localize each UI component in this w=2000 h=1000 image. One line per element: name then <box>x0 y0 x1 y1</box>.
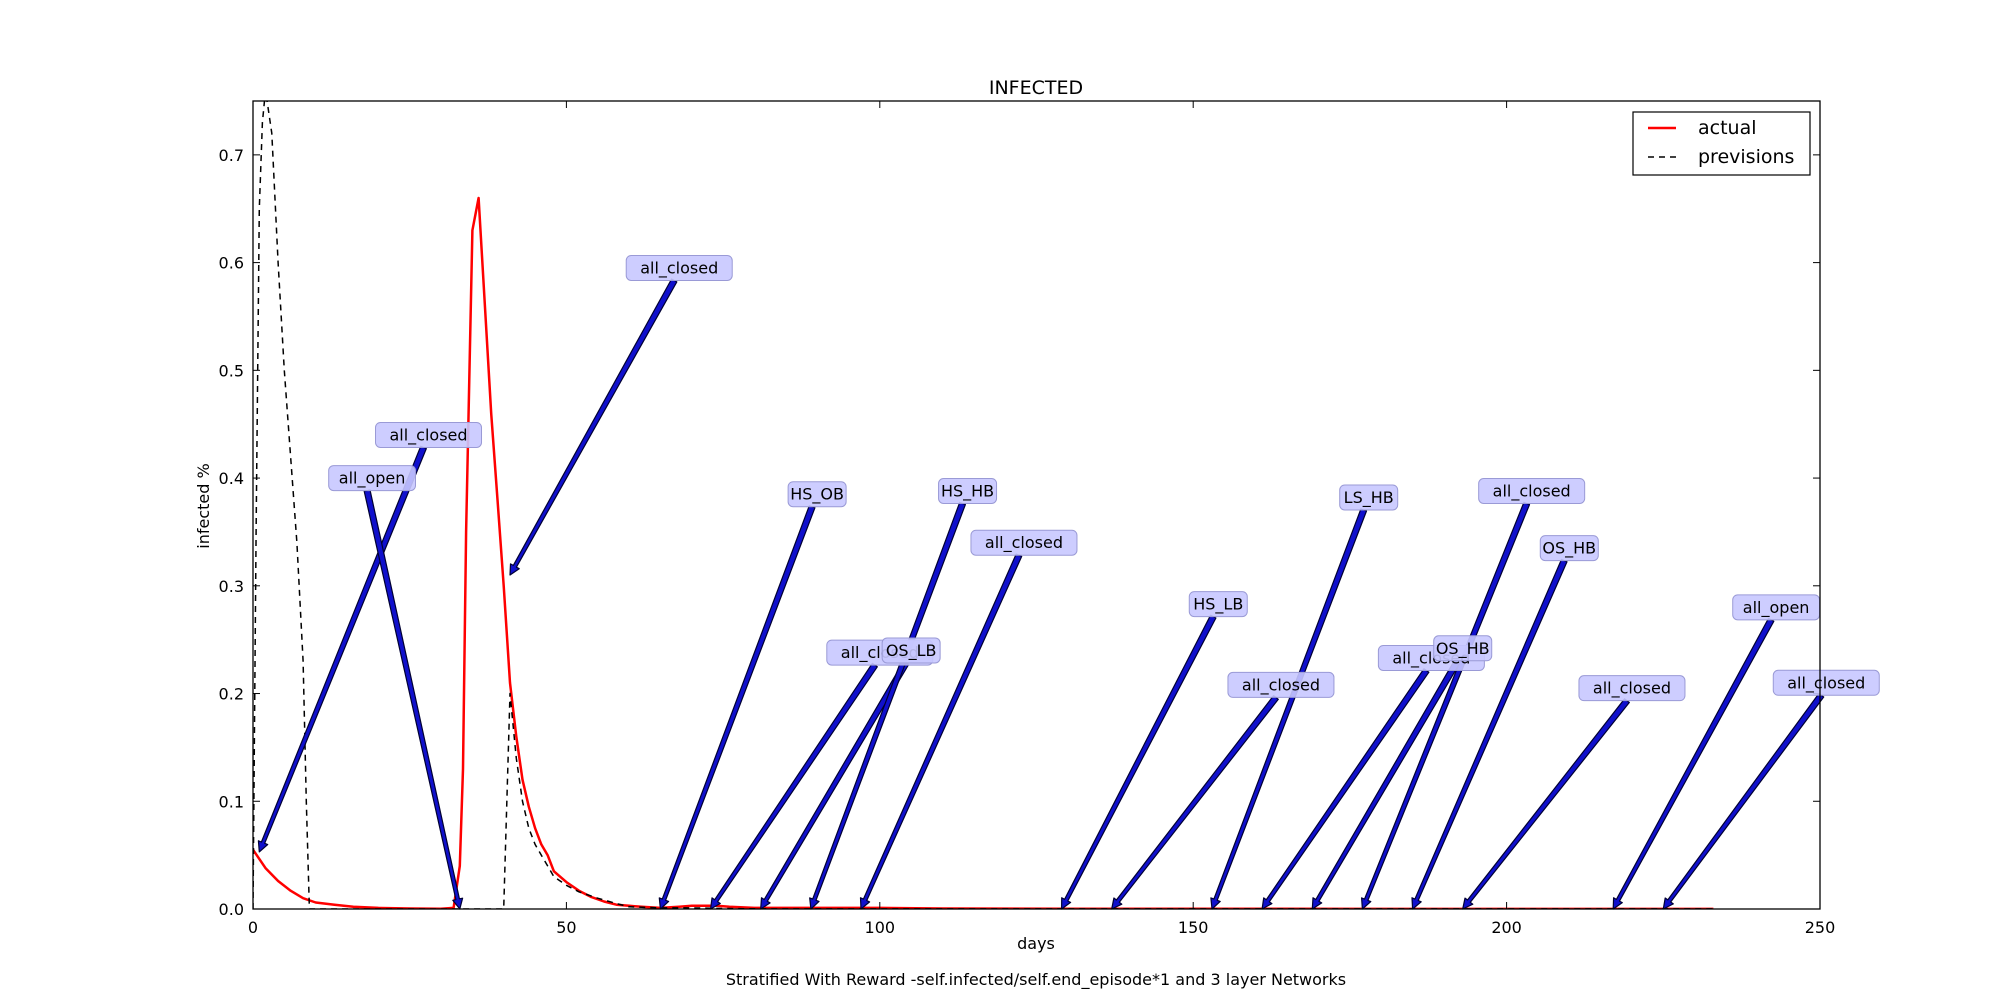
annotation-label: all_closed <box>985 533 1063 553</box>
y-tick-label: 0.6 <box>219 254 244 273</box>
y-tick-label: 0.5 <box>219 361 244 380</box>
series-line-previsions <box>253 101 1714 909</box>
plot-area-frame <box>252 100 1821 910</box>
x-axis-title: days <box>1017 934 1055 953</box>
annotation-box <box>1772 669 1880 696</box>
annotation-arrow <box>1360 501 1531 910</box>
y-axis-title: infected % <box>194 463 213 548</box>
annotation-label: OS_HB <box>1542 539 1596 559</box>
figure-caption: Stratified With Reward -self.infected/se… <box>726 970 1346 990</box>
annotation-label: OS_LB <box>886 641 937 661</box>
chart-title: INFECTED <box>989 77 1083 99</box>
legend-label-actual: actual <box>1698 117 1757 139</box>
annotation-label: all_closed <box>1493 481 1571 501</box>
annotation-box <box>1478 477 1586 504</box>
annotation-box <box>1339 484 1399 511</box>
annotation-box <box>881 637 941 664</box>
y-tick-label: 0.7 <box>219 146 244 165</box>
annotation-arrow <box>809 501 967 910</box>
x-tick-label: 50 <box>556 918 576 937</box>
annotation-arrow <box>363 489 464 910</box>
annotation-arrow <box>709 662 878 910</box>
y-tick-label: 0.4 <box>219 469 244 488</box>
annotation-arrow <box>1662 692 1825 910</box>
series-layer <box>253 101 1714 909</box>
annotation-label: all_open <box>339 469 406 489</box>
tick-layer: 0 50 100 150 200 250 0.0 0.1 0.2 0.3 0.4 0.5 0.6 0.7 <box>219 101 1836 937</box>
annotation-box <box>1227 671 1335 698</box>
annotation-box <box>375 421 483 448</box>
annotation-box <box>938 477 998 504</box>
annotation-arrow <box>1111 694 1279 910</box>
annotation-box <box>970 529 1078 556</box>
annotation-box <box>625 254 733 281</box>
annotation-box <box>1433 635 1493 662</box>
annotation-arrow <box>1060 614 1217 910</box>
annotation-arrow <box>257 445 427 853</box>
annotation-box <box>787 481 847 508</box>
x-tick-label: 250 <box>1805 918 1836 937</box>
annotation-label: all_closed <box>1787 673 1865 693</box>
annotation-label: all_closed <box>1242 675 1320 695</box>
annotation-arrow <box>1311 658 1461 910</box>
annotation-box <box>328 465 416 492</box>
y-tick-label: 0.2 <box>219 685 244 704</box>
x-tick-label: 0 <box>248 918 258 937</box>
annotation-label: HS_OB <box>790 485 844 505</box>
annotation-label: LS_HB <box>1344 488 1394 508</box>
annotation-arrow <box>509 278 678 576</box>
annotation-arrow <box>658 505 816 910</box>
annotation-layer: all_closed all_open all_closed HS_OB all_clo… <box>257 254 1880 910</box>
annotation-arrows <box>257 278 1825 910</box>
annotation-arrow <box>1411 558 1568 910</box>
annotation-label: all_closed <box>1593 679 1671 699</box>
x-tick-label: 200 <box>1491 918 1522 937</box>
annotation-arrow <box>1462 698 1630 910</box>
annotation-box <box>1188 591 1248 618</box>
annotation-arrow <box>1261 668 1430 910</box>
annotation-arrow <box>859 553 1023 910</box>
annotation-label: all_closed <box>640 258 718 278</box>
y-tick-label: 0.0 <box>219 900 244 919</box>
annotation-arrow <box>1210 508 1368 910</box>
annotation-boxes: all_closed all_open all_closed HS_OB all_clo… <box>328 254 1880 702</box>
y-tick-label: 0.1 <box>219 792 244 811</box>
legend-label-previsions: previsions <box>1698 146 1794 168</box>
x-tick-label: 150 <box>1178 918 1209 937</box>
annotation-box <box>1578 675 1686 702</box>
legend-box <box>1632 111 1811 176</box>
annotation-box <box>1539 535 1599 562</box>
annotation-label: all_closed <box>389 425 467 445</box>
annotation-label: OS_HB <box>1436 639 1490 659</box>
annotation-label: all_open <box>1743 598 1810 618</box>
y-tick-label: 0.3 <box>219 577 244 596</box>
x-tick-label: 100 <box>865 918 896 937</box>
annotation-arrow <box>1612 617 1775 910</box>
series-line-actual <box>253 196 1714 909</box>
annotation-label: HS_HB <box>941 481 994 501</box>
annotation-label: HS_LB <box>1193 595 1243 615</box>
legend: actual previsions <box>1632 111 1811 176</box>
